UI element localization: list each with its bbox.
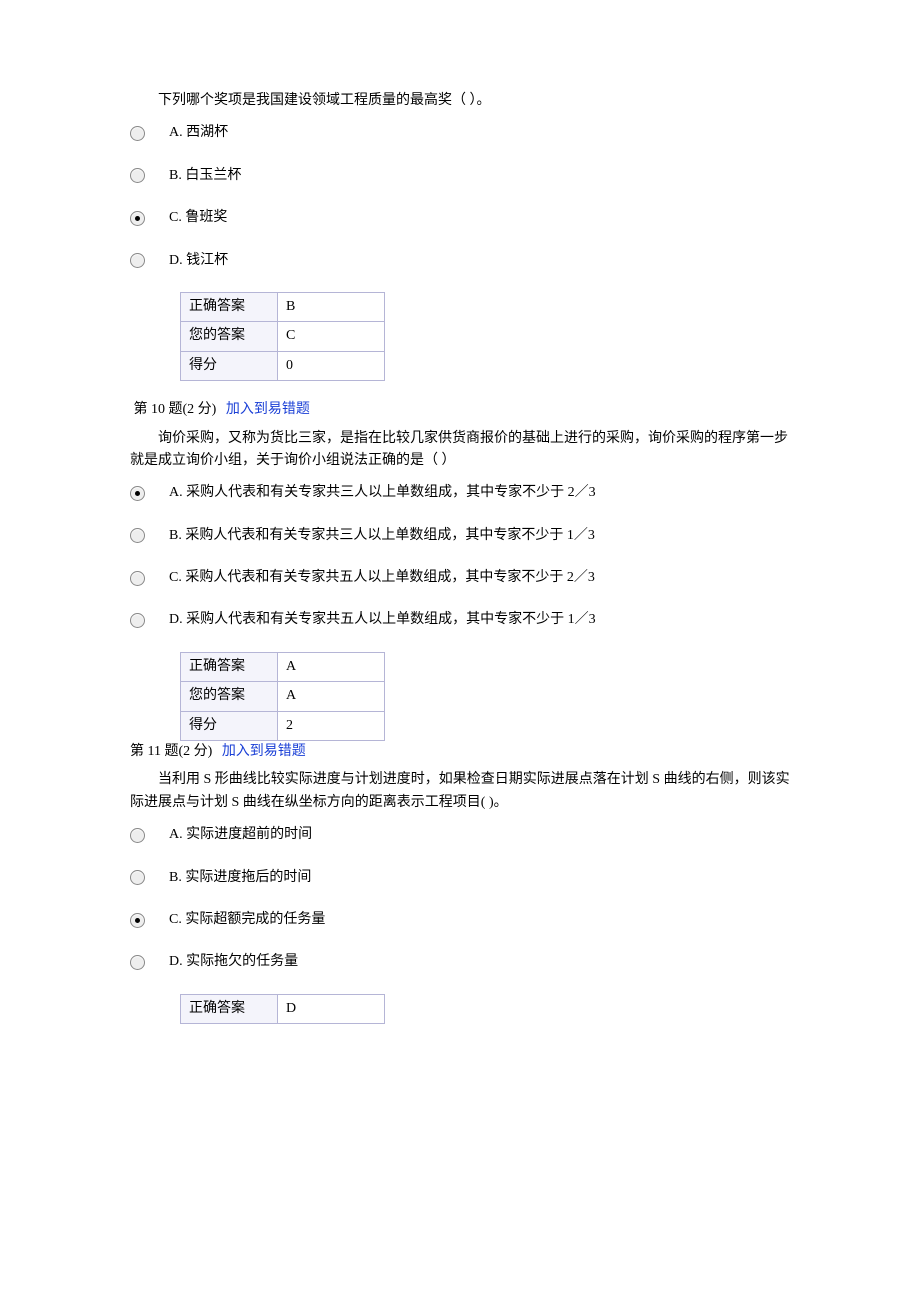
- answer-label: 得分: [181, 351, 278, 380]
- answer-table: 正确答案 A 您的答案 A 得分 2: [180, 652, 790, 741]
- answer-label: 正确答案: [181, 994, 278, 1023]
- option-row[interactable]: C. 实际超额完成的任务量: [130, 909, 790, 931]
- option-row[interactable]: C. 鲁班奖: [130, 207, 790, 229]
- option-row[interactable]: C. 采购人代表和有关专家共五人以上单数组成，其中专家不少于 2／3: [130, 567, 790, 589]
- answer-value: D: [278, 994, 385, 1023]
- option-row[interactable]: D. 钱江杯: [130, 250, 790, 272]
- table-row: 您的答案 A: [181, 682, 385, 711]
- radio-unchecked-icon[interactable]: [130, 528, 145, 543]
- option-row[interactable]: D. 采购人代表和有关专家共五人以上单数组成，其中专家不少于 1／3: [130, 609, 790, 631]
- option-row[interactable]: B. 实际进度拖后的时间: [130, 867, 790, 889]
- option-row[interactable]: A. 西湖杯: [130, 122, 790, 144]
- option-label: B. 采购人代表和有关专家共三人以上单数组成，其中专家不少于 1／3: [169, 525, 595, 547]
- radio-unchecked-icon[interactable]: [130, 168, 145, 183]
- question-number: 第 11 题(2 分): [130, 744, 212, 759]
- answer-value: A: [278, 652, 385, 681]
- answer-label: 您的答案: [181, 682, 278, 711]
- radio-checked-icon[interactable]: [130, 486, 145, 501]
- option-label: B. 白玉兰杯: [169, 165, 241, 187]
- add-to-errors-link[interactable]: 加入到易错题: [226, 402, 310, 417]
- answer-table: 正确答案 B 您的答案 C 得分 0: [180, 292, 790, 381]
- answer-value: B: [278, 292, 385, 321]
- question-text: 询价采购，又称为货比三家，是指在比较几家供货商报价的基础上进行的采购，询价采购的…: [130, 428, 790, 473]
- radio-unchecked-icon[interactable]: [130, 126, 145, 141]
- option-label: A. 实际进度超前的时间: [169, 824, 312, 846]
- radio-checked-icon[interactable]: [130, 211, 145, 226]
- table-row: 正确答案 B: [181, 292, 385, 321]
- add-to-errors-link[interactable]: 加入到易错题: [222, 744, 306, 759]
- question-text: 下列哪个奖项是我国建设领域工程质量的最高奖（ ）。: [130, 90, 790, 112]
- option-row[interactable]: D. 实际拖欠的任务量: [130, 951, 790, 973]
- option-row[interactable]: A. 实际进度超前的时间: [130, 824, 790, 846]
- option-row[interactable]: A. 采购人代表和有关专家共三人以上单数组成，其中专家不少于 2／3: [130, 482, 790, 504]
- radio-unchecked-icon[interactable]: [130, 253, 145, 268]
- radio-unchecked-icon[interactable]: [130, 955, 145, 970]
- option-label: C. 鲁班奖: [169, 207, 227, 229]
- option-label: C. 实际超额完成的任务量: [169, 909, 325, 931]
- question-header: 第 10 题(2 分) 加入到易错题: [130, 399, 790, 421]
- answer-label: 正确答案: [181, 652, 278, 681]
- option-label: D. 钱江杯: [169, 250, 228, 272]
- option-label: A. 采购人代表和有关专家共三人以上单数组成，其中专家不少于 2／3: [169, 482, 596, 504]
- answer-value: 0: [278, 351, 385, 380]
- option-label: A. 西湖杯: [169, 122, 228, 144]
- radio-unchecked-icon[interactable]: [130, 613, 145, 628]
- table-row: 您的答案 C: [181, 322, 385, 351]
- option-row[interactable]: B. 采购人代表和有关专家共三人以上单数组成，其中专家不少于 1／3: [130, 525, 790, 547]
- table-row: 得分 0: [181, 351, 385, 380]
- option-row[interactable]: B. 白玉兰杯: [130, 165, 790, 187]
- option-label: C. 采购人代表和有关专家共五人以上单数组成，其中专家不少于 2／3: [169, 567, 595, 589]
- radio-unchecked-icon[interactable]: [130, 571, 145, 586]
- option-label: D. 实际拖欠的任务量: [169, 951, 298, 973]
- answer-value: 2: [278, 711, 385, 740]
- table-row: 正确答案 D: [181, 994, 385, 1023]
- question-number: 第 10 题(2 分): [134, 402, 217, 417]
- radio-unchecked-icon[interactable]: [130, 828, 145, 843]
- option-label: B. 实际进度拖后的时间: [169, 867, 311, 889]
- option-label: D. 采购人代表和有关专家共五人以上单数组成，其中专家不少于 1／3: [169, 609, 596, 631]
- question-text: 当利用 S 形曲线比较实际进度与计划进度时，如果检查日期实际进展点落在计划 S …: [130, 769, 790, 814]
- question-header: 第 11 题(2 分) 加入到易错题: [130, 741, 790, 763]
- table-row: 正确答案 A: [181, 652, 385, 681]
- answer-label: 得分: [181, 711, 278, 740]
- answer-value: A: [278, 682, 385, 711]
- answer-table: 正确答案 D: [180, 994, 790, 1024]
- radio-unchecked-icon[interactable]: [130, 870, 145, 885]
- radio-checked-icon[interactable]: [130, 913, 145, 928]
- answer-value: C: [278, 322, 385, 351]
- answer-label: 您的答案: [181, 322, 278, 351]
- table-row: 得分 2: [181, 711, 385, 740]
- answer-label: 正确答案: [181, 292, 278, 321]
